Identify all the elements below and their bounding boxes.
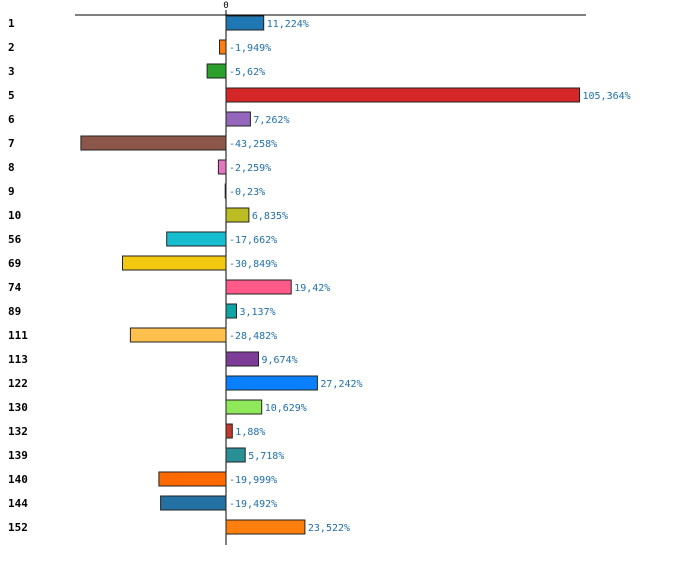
bar-144: [160, 495, 227, 511]
category-label: 69: [8, 257, 21, 270]
bar-139: [225, 447, 246, 463]
category-label: 74: [8, 281, 22, 294]
category-label: 152: [8, 521, 28, 534]
bar-5: [225, 87, 580, 103]
category-label: 122: [8, 377, 28, 390]
value-label: 105,364%: [583, 91, 631, 102]
value-label: 6,835%: [252, 211, 288, 222]
bar-7: [80, 135, 227, 151]
value-label: -43,258%: [229, 139, 277, 150]
bar-132: [225, 423, 233, 439]
category-label: 3: [8, 65, 15, 78]
value-label: -30,849%: [229, 259, 277, 270]
value-label: -2,259%: [229, 163, 271, 174]
value-label: -0,23%: [229, 187, 265, 198]
value-label: 7,262%: [253, 115, 289, 126]
category-label: 89: [8, 305, 21, 318]
value-label: -1,949%: [229, 43, 271, 54]
bar-9: [224, 183, 227, 199]
bar-152: [225, 519, 306, 535]
value-label: -5,62%: [229, 67, 265, 78]
bar-111: [129, 327, 227, 343]
bar-1: [225, 15, 265, 31]
bar-113: [225, 351, 259, 367]
value-label: -28,482%: [229, 331, 277, 342]
bar-3: [206, 63, 227, 79]
bar-89: [225, 303, 237, 319]
category-label: 56: [8, 233, 22, 246]
value-label: 1,88%: [235, 427, 265, 438]
value-label: 9,674%: [262, 355, 298, 366]
bar-130: [225, 399, 263, 415]
value-label: 23,522%: [308, 523, 350, 534]
category-label: 10: [8, 209, 21, 222]
value-label: 27,242%: [320, 379, 362, 390]
value-label: 11,224%: [267, 19, 309, 30]
bars-group: 1 11,224% 2 -1,949% 3 -5,62% 5 105,364% 6 7,262% 7…: [8, 15, 631, 535]
value-label: -19,492%: [229, 499, 277, 510]
bar-2: [219, 39, 227, 55]
category-label: 132: [8, 425, 28, 438]
category-label: 111: [8, 329, 28, 342]
category-label: 144: [8, 497, 28, 510]
bar-6: [225, 111, 251, 127]
category-label: 7: [8, 137, 15, 150]
value-label: -19,999%: [229, 475, 277, 486]
bar-140: [158, 471, 227, 487]
category-label: 113: [8, 353, 28, 366]
category-label: 9: [8, 185, 15, 198]
category-label: 130: [8, 401, 28, 414]
zero-tick-label: 0: [223, 1, 228, 11]
category-label: 6: [8, 113, 15, 126]
category-label: 1: [8, 17, 15, 30]
bar-8: [217, 159, 227, 175]
bar-74: [225, 279, 292, 295]
category-label: 5: [8, 89, 15, 102]
value-label: 10,629%: [265, 403, 307, 414]
category-label: 2: [8, 41, 15, 54]
value-label: -17,662%: [229, 235, 277, 246]
bar-56: [166, 231, 227, 247]
bar-10: [225, 207, 250, 223]
value-label: 19,42%: [294, 283, 330, 294]
bar-122: [225, 375, 318, 391]
bar-69: [122, 255, 227, 271]
value-label: 5,718%: [248, 451, 284, 462]
value-label: 3,137%: [240, 307, 276, 318]
category-label: 139: [8, 449, 28, 462]
category-label: 140: [8, 473, 28, 486]
category-label: 8: [8, 161, 15, 174]
